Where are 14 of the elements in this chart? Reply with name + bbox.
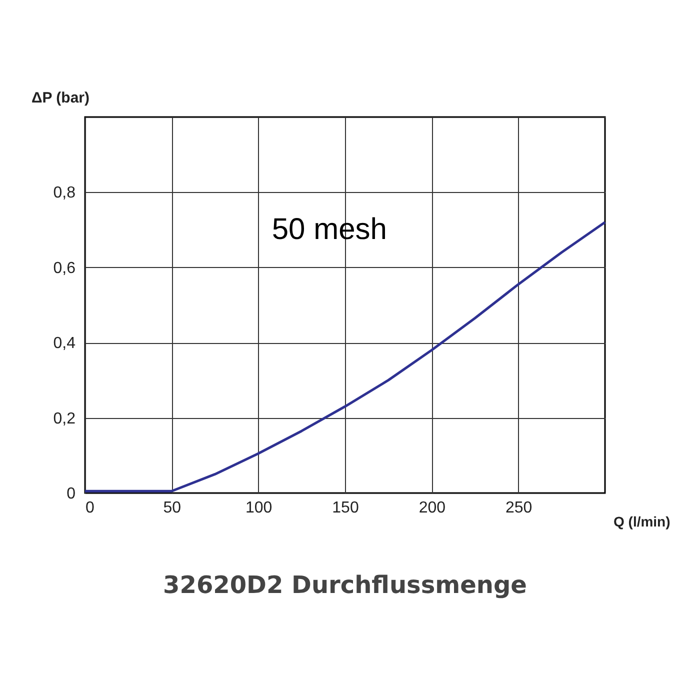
x-tick-label: 150 xyxy=(332,500,359,516)
x-tick-label: 200 xyxy=(418,500,446,516)
x-axis-title: Q (l/min) xyxy=(614,514,670,530)
y-tick-label: 0,4 xyxy=(53,335,76,352)
y-tick-label: 0,8 xyxy=(53,184,76,202)
y-axis-title: ΔP (bar) xyxy=(31,90,90,106)
x-tick-label: 250 xyxy=(505,500,532,516)
x-tick-label: 50 xyxy=(163,500,182,516)
y-tick-label: 0 xyxy=(66,486,76,502)
text: 32620D2 Durchflussmenge xyxy=(163,571,527,599)
x-tick-label: 100 xyxy=(245,500,272,516)
x-tick-label: 0 xyxy=(86,500,94,516)
y-tick-label: 0,2 xyxy=(53,410,76,428)
y-tick-label: 0,6 xyxy=(53,260,76,277)
